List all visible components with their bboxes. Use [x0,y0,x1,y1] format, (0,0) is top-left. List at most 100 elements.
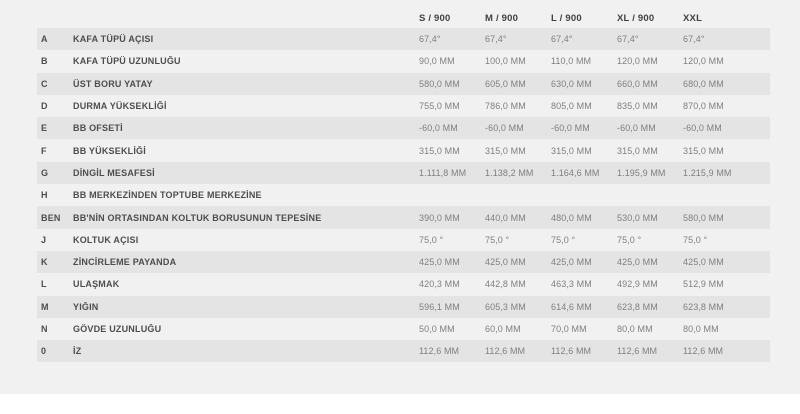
row-value: 67,4° [419,34,441,45]
row-value: 623,8 MM [617,301,658,312]
row-value: 67,4° [485,34,507,45]
row-letter: E [41,123,48,134]
table-row: C ÜST BORU YATAY 580,0 MM 605,0 MM 630,0 MM 6… [37,72,770,95]
row-letter: A [41,34,48,45]
geometry-table: S / 900 M / 900 L / 900 XL / 900 XXL A KA… [37,0,770,363]
row-value: 512,9 MM [683,279,724,290]
row-value: 100,0 MM [485,56,526,67]
table-body: A KAFA TÜPÜ AÇISI 67,4° 67,4° 67,4° 67,4° 67,4… [37,28,770,363]
row-value: 425,0 MM [419,257,460,268]
row-label: İZ [73,346,82,357]
row-label: KOLTUK AÇISI [73,234,139,245]
row-letter: F [41,145,47,156]
row-value: 75,0 ° [683,234,708,245]
table-header-row: S / 900 M / 900 L / 900 XL / 900 XXL [37,8,770,28]
row-value: 90,0 MM [419,56,455,67]
table-row: F BB YÜKSEKLİĞİ 315,0 MM 315,0 MM 315,0 MM 31… [37,139,770,161]
row-value: 605,0 MM [485,78,526,89]
row-label: GÖVDE UZUNLUĞU [73,324,162,334]
row-value: 425,0 MM [551,257,592,268]
row-value: 80,0 MM [683,324,719,334]
table-row: A KAFA TÜPÜ AÇISI 67,4° 67,4° 67,4° 67,4° 67,4… [37,28,770,51]
row-value: -60,0 MM [551,123,590,134]
table-row: K ZİNCİRLEME PAYANDA 425,0 MM 425,0 MM 425,0… [37,250,770,274]
row-letter: C [41,78,48,89]
row-letter: BEN [41,212,61,223]
row-value: 420,3 MM [419,279,460,290]
size-column-header-xxl: XXL [683,12,703,24]
row-label: ZİNCİRLEME PAYANDA [73,257,177,268]
row-value: 112,6 MM [485,346,526,357]
row-value: 50,0 MM [419,324,455,334]
row-value: 120,0 MM [683,56,724,67]
row-value: 1.215,9 MM [683,167,732,178]
row-value: 67,4° [617,34,639,45]
row-label: KAFA TÜPÜ AÇISI [73,34,154,45]
row-value: 630,0 MM [551,78,592,89]
row-value: 112,6 MM [551,346,592,357]
table-row: G DİNGİL MESAFESİ 1.111,8 MM 1.138,2 MM 1.16… [37,161,770,185]
row-value: 580,0 MM [419,78,460,89]
table-row: B KAFA TÜPÜ UZUNLUĞU 90,0 MM 100,0 MM 110,0 … [37,50,770,72]
table-row: E BB OFSETİ -60,0 MM -60,0 MM -60,0 MM -60,0 … [37,117,770,140]
row-value: 442,8 MM [485,279,526,290]
row-value: 870,0 MM [683,101,724,112]
row-value: 315,0 MM [485,145,526,156]
row-value: 112,6 MM [419,346,460,357]
row-value: 1.164,6 MM [551,167,600,178]
table-row: D DURMA YÜKSEKLİĞİ 755,0 MM 786,0 MM 805,0 M… [37,95,770,117]
row-value: 425,0 MM [683,257,724,268]
row-letter: M [41,301,49,312]
row-value: 605,3 MM [485,301,526,312]
row-value: 786,0 MM [485,101,526,112]
row-value: 425,0 MM [617,257,658,268]
row-value: 835,0 MM [617,101,658,112]
row-value: 75,0 ° [419,234,444,245]
row-value: 580,0 MM [683,212,724,223]
row-value: 110,0 MM [551,56,592,67]
row-value: 596,1 MM [419,301,460,312]
table-row: 0 İZ 112,6 MM 112,6 MM 112,6 MM 112,6 MM 112,6… [37,340,770,363]
table-row: L ULAŞMAK 420,3 MM 442,8 MM 463,3 MM 492,9 MM… [37,273,770,295]
row-label: BB OFSETİ [73,123,123,134]
row-value: 315,0 MM [683,145,724,156]
row-value: 315,0 MM [617,145,658,156]
table-row: M YIĞIN 596,1 MM 605,3 MM 614,6 MM 623,8 MM 62… [37,295,770,318]
row-value: 80,0 MM [617,324,653,334]
size-column-header-m: M / 900 [485,12,519,24]
row-letter: G [41,167,49,178]
row-value: 315,0 MM [419,145,460,156]
row-label: ULAŞMAK [73,279,120,290]
row-value: 755,0 MM [419,101,460,112]
table-row: N GÖVDE UZUNLUĞU 50,0 MM 60,0 MM 70,0 MM 80,0… [37,318,770,340]
row-value: 112,6 MM [617,346,658,357]
row-label: ÜST BORU YATAY [73,78,153,89]
row-value: 67,4° [551,34,573,45]
row-value: -60,0 MM [485,123,524,134]
size-column-header-s: S / 900 [419,12,451,24]
row-value: 463,3 MM [551,279,592,290]
row-value: 614,6 MM [551,301,592,312]
row-label: BB YÜKSEKLİĞİ [73,145,146,156]
row-value: 75,0 ° [617,234,642,245]
row-label: DURMA YÜKSEKLİĞİ [73,101,167,112]
page-background-panel: S / 900 M / 900 L / 900 XL / 900 XXL A KA… [0,0,800,394]
row-value: 60,0 MM [485,324,521,334]
row-label: DİNGİL MESAFESİ [73,167,155,178]
table-row: H BB MERKEZİNDEN TOPTUBE MERKEZİNE [37,184,770,206]
row-letter: K [41,257,48,268]
row-letter: J [41,234,47,245]
row-value: -60,0 MM [419,123,458,134]
row-letter: L [41,279,47,290]
row-label: YIĞIN [73,301,99,312]
row-value: 680,0 MM [683,78,724,89]
row-letter: N [41,324,48,334]
row-value: 112,6 MM [683,346,724,357]
row-value: 75,0 ° [551,234,576,245]
row-value: 1.111,8 MM [419,167,467,178]
size-column-header-l: L / 900 [551,12,582,24]
row-value: 440,0 MM [485,212,526,223]
table-row: BEN BB'NİN ORTASINDAN KOLTUK BORUSUNUN TE… [37,206,770,229]
row-value: 805,0 MM [551,101,592,112]
row-label: BB MERKEZİNDEN TOPTUBE MERKEZİNE [73,190,262,201]
